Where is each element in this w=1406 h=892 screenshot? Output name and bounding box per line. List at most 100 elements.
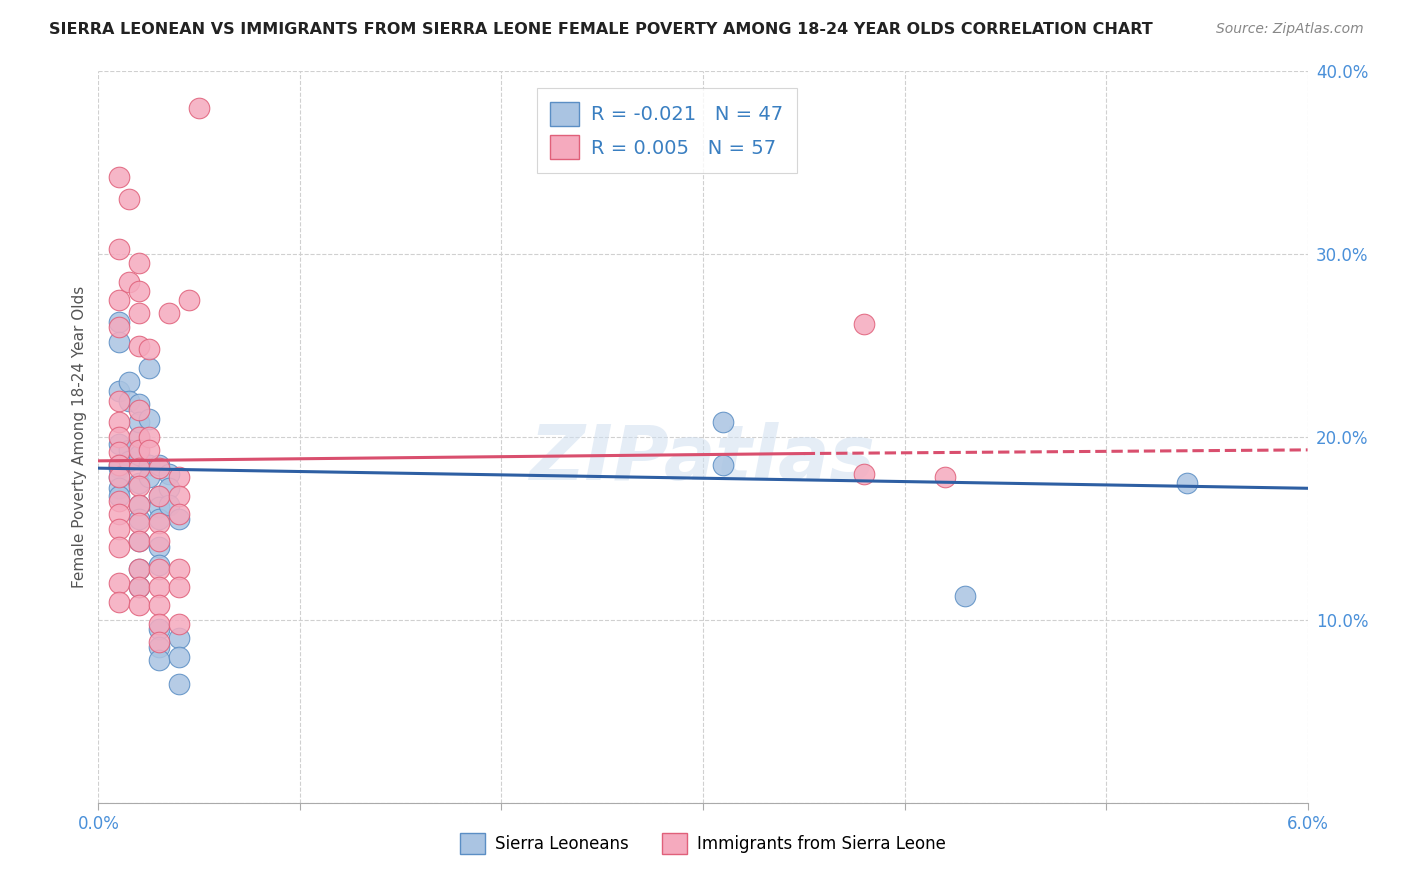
Point <box>157 498 180 512</box>
Point <box>148 540 170 554</box>
Point <box>107 384 129 399</box>
Point <box>157 481 180 495</box>
Point <box>167 470 190 484</box>
Point <box>107 416 129 430</box>
Point <box>167 677 190 691</box>
Point <box>128 562 150 576</box>
Point <box>148 489 170 503</box>
Point <box>128 461 150 475</box>
Point <box>107 393 129 408</box>
Point <box>128 402 150 417</box>
Point <box>107 170 129 185</box>
Point <box>953 589 976 603</box>
Point <box>148 622 170 636</box>
Point <box>107 315 129 329</box>
Point <box>107 507 129 521</box>
Point <box>138 360 160 375</box>
Point <box>118 454 141 468</box>
Point <box>107 470 129 484</box>
Point <box>167 616 190 631</box>
Point <box>107 458 129 472</box>
Point <box>167 507 190 521</box>
Point <box>167 489 190 503</box>
Point <box>138 458 160 472</box>
Point <box>128 580 150 594</box>
Point <box>128 430 150 444</box>
Point <box>107 481 129 495</box>
Point <box>107 489 129 503</box>
Point <box>128 256 150 270</box>
Point <box>128 306 150 320</box>
Point <box>128 562 150 576</box>
Point <box>128 284 150 298</box>
Point <box>167 632 190 646</box>
Point <box>107 437 129 451</box>
Point <box>128 338 150 352</box>
Point <box>128 442 150 457</box>
Point <box>148 653 170 667</box>
Point <box>167 580 190 594</box>
Point <box>128 448 150 462</box>
Point <box>128 498 150 512</box>
Point <box>128 479 150 493</box>
Point <box>934 470 956 484</box>
Text: ZIPatlas: ZIPatlas <box>530 422 876 496</box>
Point <box>853 467 876 481</box>
Point <box>138 430 160 444</box>
Point <box>128 534 150 549</box>
Point <box>711 458 734 472</box>
Point <box>853 317 876 331</box>
Point <box>128 397 150 411</box>
Point <box>128 512 150 526</box>
Point <box>148 500 170 514</box>
Point <box>148 635 170 649</box>
Point <box>167 512 190 526</box>
Point <box>148 558 170 573</box>
Point <box>148 616 170 631</box>
Point <box>107 461 129 475</box>
Point <box>128 599 150 613</box>
Point <box>107 521 129 535</box>
Point <box>107 334 129 349</box>
Y-axis label: Female Poverty Among 18-24 Year Olds: Female Poverty Among 18-24 Year Olds <box>72 286 87 588</box>
Point <box>107 293 129 307</box>
Point <box>107 540 129 554</box>
Point <box>157 467 180 481</box>
Point <box>107 458 129 472</box>
Point <box>118 192 141 206</box>
Point <box>107 242 129 256</box>
Point <box>138 412 160 426</box>
Point <box>148 516 170 530</box>
Point <box>128 516 150 530</box>
Point <box>148 534 170 549</box>
Point <box>138 470 160 484</box>
Point <box>128 430 150 444</box>
Point <box>148 580 170 594</box>
Point <box>179 293 201 307</box>
Point <box>148 562 170 576</box>
Point <box>1175 475 1198 490</box>
Text: Source: ZipAtlas.com: Source: ZipAtlas.com <box>1216 22 1364 37</box>
Point <box>118 393 141 408</box>
Point <box>148 599 170 613</box>
Point <box>107 594 129 608</box>
Point <box>711 416 734 430</box>
Legend: Sierra Leoneans, Immigrants from Sierra Leone: Sierra Leoneans, Immigrants from Sierra … <box>453 827 953 860</box>
Point <box>128 475 150 490</box>
Point <box>188 101 211 115</box>
Point <box>128 498 150 512</box>
Point <box>107 444 129 458</box>
Point <box>167 649 190 664</box>
Point <box>107 320 129 334</box>
Point <box>148 461 170 475</box>
Point <box>128 534 150 549</box>
Point <box>148 512 170 526</box>
Text: SIERRA LEONEAN VS IMMIGRANTS FROM SIERRA LEONE FEMALE POVERTY AMONG 18-24 YEAR O: SIERRA LEONEAN VS IMMIGRANTS FROM SIERRA… <box>49 22 1153 37</box>
Point <box>118 275 141 289</box>
Point <box>107 430 129 444</box>
Point <box>138 343 160 357</box>
Point <box>118 442 141 457</box>
Point <box>148 640 170 655</box>
Point <box>107 576 129 591</box>
Point <box>138 442 160 457</box>
